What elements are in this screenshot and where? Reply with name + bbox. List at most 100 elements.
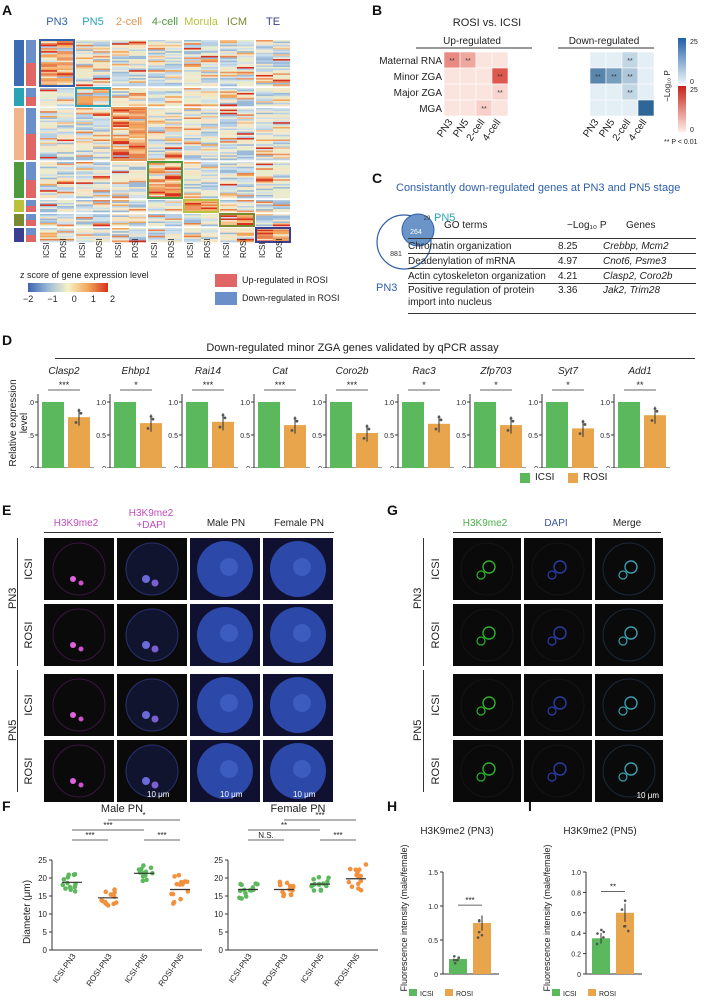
data-point [318, 888, 324, 893]
pn5-intensity-chart: H3K9me2 (PN5) Fluorescence intensity (mal… [542, 826, 642, 998]
significance-marker: ** [595, 74, 601, 81]
y-tick-label: 5 [43, 928, 48, 937]
micrograph-tile [524, 674, 592, 736]
panel-label-d: D [2, 332, 13, 348]
go-table: Chromatin organization 8.25 Crebbp, Mcm2… [408, 238, 696, 314]
rosi-bar [428, 423, 450, 468]
row-label: ROSI [430, 621, 442, 649]
data-point [326, 875, 331, 881]
y-tick-label: 1.0 [456, 400, 466, 407]
data-point [172, 874, 177, 879]
e-title-rule [44, 532, 334, 533]
y-tick-label: 15 [214, 892, 223, 901]
pn3-intensity-chart: H3K9me2 (PN3) Fluorescence intensity (mal… [399, 826, 499, 998]
icsi-bar [592, 938, 610, 974]
significance-marker: N.S. [258, 831, 274, 840]
row-label: ICSI [430, 694, 442, 716]
data-point [113, 900, 119, 905]
column-label: ICSI [258, 242, 267, 258]
gene-name: Syt7 [558, 366, 578, 377]
y-tick-label: 0.5 [312, 433, 322, 440]
data-point [103, 901, 108, 906]
go-term: Actin cytoskeleton organization [408, 270, 546, 282]
go-header-genes: Genes [626, 220, 656, 231]
up-legend-swatch [215, 274, 237, 287]
data-point [103, 889, 109, 895]
data-point [185, 889, 191, 894]
y-tick-label: 0.5 [240, 433, 250, 440]
micrograph-tile [524, 740, 592, 802]
data-point [65, 880, 70, 886]
go-row: Positive regulation of protein import in… [408, 283, 696, 314]
y-tick-label: 0.5 [456, 433, 466, 440]
group-label: ROSI-PN5 [157, 952, 186, 989]
icsi-bar [474, 402, 496, 468]
icsi-bar [258, 402, 280, 468]
y-tick-label: 0 [318, 466, 322, 468]
cluster-color-bar [14, 162, 24, 198]
data-point [347, 866, 353, 872]
icsi-bar [186, 402, 208, 468]
colorbar-title: z score of gene expression level [20, 270, 149, 280]
micrograph-tile [595, 604, 663, 666]
qpcr-gene-chart: Zfp703 * 0 0.5 1.0 [456, 366, 526, 468]
y-tick-label: 0 [102, 466, 106, 468]
cluster-color-bar [14, 214, 24, 226]
y-tick-label: 0.5 [428, 938, 438, 945]
panel-d-title-rule [55, 358, 695, 359]
qpcr-gene-chart: Cat *** 0 0.5 1.0 [240, 366, 310, 468]
y-tick-label: 1.0 [96, 400, 106, 407]
g-title-rule [453, 532, 661, 533]
rosi-bar [473, 923, 491, 974]
significance-marker: * [494, 380, 498, 390]
scale-tick: 25 [690, 39, 698, 46]
data-point [143, 873, 148, 878]
data-point [136, 867, 142, 872]
data-point [239, 882, 244, 888]
significance-marker: * [422, 380, 426, 390]
venn-pn5-only-count: 29 [424, 216, 431, 222]
data-point [290, 888, 295, 893]
heatmap-cell [459, 67, 477, 85]
y-tick-label: 0 [174, 466, 178, 468]
y-tick-label: 0 [534, 466, 538, 468]
go-p: 4.97 [558, 255, 578, 267]
panel-label-b: B [372, 2, 383, 18]
rosi-bar [284, 425, 306, 468]
heatmap-cell [621, 99, 639, 117]
venn-pn5-label: PN5 [434, 212, 456, 224]
g-col-title-merge: Merge [612, 518, 642, 529]
icsi-bar [330, 402, 352, 468]
significance-marker: *** [465, 896, 474, 905]
significance-marker: ** [611, 74, 617, 81]
enrichment-heatmap: ROSI vs. ICSI Up-regulated Down-regulated M… [379, 17, 698, 146]
rosi-bar [500, 425, 522, 468]
cluster-color-bar [14, 200, 24, 212]
data-point [253, 881, 259, 886]
go-genes: Cnot6, Psme3 [603, 255, 667, 267]
y-tick-label: 0.5 [28, 433, 34, 440]
panel-b-title: ROSI vs. ICSI [453, 17, 521, 29]
go-genes: Crebbp, Mcm2 [603, 240, 669, 252]
heatmap-cell [491, 99, 509, 117]
panel-label-h: H [387, 798, 398, 814]
icsi-bar [618, 402, 640, 468]
significance-marker: ** [497, 90, 503, 97]
legend-swatch [588, 989, 596, 996]
gene-name: Cat [272, 366, 289, 377]
y-tick-label: 1.0 [571, 870, 581, 877]
significance-marker: *** [103, 821, 112, 830]
micrograph-tile [595, 538, 663, 600]
data-point [144, 877, 149, 883]
scale-tick: 0 [690, 127, 694, 134]
significance-marker: *** [333, 831, 342, 840]
rosi-bar [616, 912, 634, 974]
y-tick-label: 0 [577, 972, 581, 979]
cluster-color-bar [14, 88, 24, 106]
legend-label: ICSI [563, 991, 577, 998]
qpcr-gene-chart: Rac3 * 0 0.5 1.0 [384, 366, 454, 468]
qpcr-gene-chart: Clasp2 *** 0 0.5 1.0 [28, 366, 94, 468]
data-point [63, 886, 68, 891]
venn-pn3-circle [376, 214, 432, 270]
significance-marker: ** [281, 821, 287, 830]
